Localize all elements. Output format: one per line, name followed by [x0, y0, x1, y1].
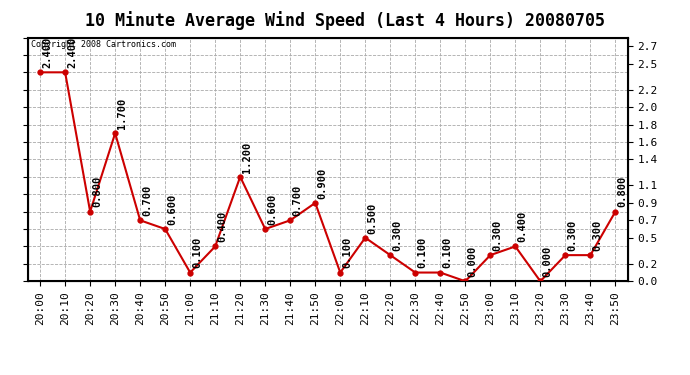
Text: 0.000: 0.000 [467, 246, 477, 277]
Text: 0.500: 0.500 [367, 202, 377, 234]
Text: 0.400: 0.400 [518, 211, 527, 242]
Text: 0.600: 0.600 [167, 194, 177, 225]
Text: 0.300: 0.300 [392, 220, 402, 251]
Text: 2.400: 2.400 [67, 37, 77, 68]
Text: 0.300: 0.300 [492, 220, 502, 251]
Text: 1.700: 1.700 [117, 98, 127, 129]
Text: 0.700: 0.700 [142, 185, 152, 216]
Text: 0.100: 0.100 [442, 237, 452, 268]
Text: 0.300: 0.300 [567, 220, 578, 251]
Text: 0.600: 0.600 [267, 194, 277, 225]
Text: 0.800: 0.800 [92, 176, 102, 207]
Text: 10 Minute Average Wind Speed (Last 4 Hours) 20080705: 10 Minute Average Wind Speed (Last 4 Hou… [85, 11, 605, 30]
Text: 0.100: 0.100 [417, 237, 427, 268]
Text: 2.400: 2.400 [42, 37, 52, 68]
Text: Copyright 2008 Cartronics.com: Copyright 2008 Cartronics.com [30, 40, 175, 49]
Text: 0.800: 0.800 [618, 176, 627, 207]
Text: 0.000: 0.000 [542, 246, 552, 277]
Text: 0.100: 0.100 [192, 237, 202, 268]
Text: 0.900: 0.900 [317, 168, 327, 199]
Text: 0.700: 0.700 [292, 185, 302, 216]
Text: 1.200: 1.200 [242, 141, 252, 172]
Text: 0.100: 0.100 [342, 237, 352, 268]
Text: 0.300: 0.300 [592, 220, 602, 251]
Text: 0.400: 0.400 [217, 211, 227, 242]
